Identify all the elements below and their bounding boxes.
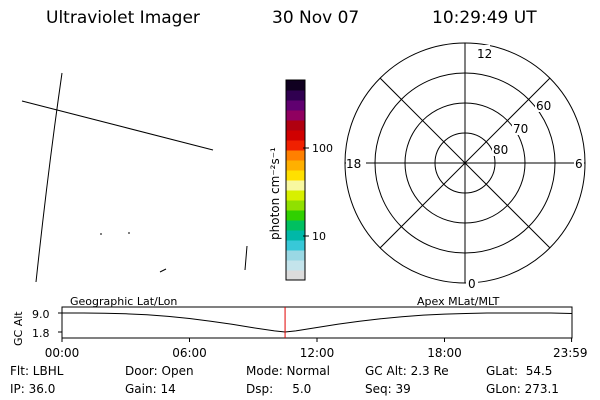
- timeline-frame: [61, 306, 573, 339]
- colorbar-segment: [286, 230, 305, 241]
- colorbar-segment: [286, 250, 305, 261]
- polar-diagonal-2: [379, 77, 551, 249]
- image-panel: [21, 72, 248, 283]
- status-door: Door: Open: [125, 364, 194, 378]
- colorbar-tick-label-10: 10: [312, 230, 326, 243]
- status-gc-alt: GC Alt: 2.3 Re: [365, 364, 449, 378]
- lat-label-80: 80: [493, 143, 508, 157]
- status-glon: GLon: 273.1: [486, 382, 559, 396]
- lat-label-70: 70: [513, 122, 528, 136]
- label-mask: [466, 276, 478, 290]
- mlt-label-6: 6: [575, 157, 583, 171]
- x-tick-label: 18:00: [427, 346, 462, 360]
- colorbar-segment: [286, 190, 305, 201]
- colorbar-segment: [286, 90, 305, 101]
- status-ip: IP: 36.0: [10, 382, 56, 396]
- colorbar-tick-label-100: 100: [312, 142, 333, 155]
- label-mask: [512, 121, 530, 135]
- colorbar-axis-label: photon cm⁻²s⁻¹: [268, 147, 282, 240]
- x-tick-label: 00:00: [45, 346, 80, 360]
- mlt-label-12: 12: [477, 47, 492, 61]
- colorbar-segment: [286, 200, 305, 211]
- time-label: 10:29:49 UT: [432, 8, 537, 28]
- colorbar-segment: [286, 270, 305, 281]
- altitude-series-line: [62, 312, 572, 333]
- timeline-axis-title: GC Alt: [12, 311, 25, 346]
- colorbar: [285, 79, 306, 281]
- label-mask: [535, 98, 553, 112]
- x-tick-label: 23:59: [553, 346, 588, 360]
- y-tick-label-bottom: 1.8: [32, 327, 50, 340]
- lat-label-60: 60: [536, 99, 551, 113]
- colorbar-segment: [286, 220, 305, 231]
- status-mode: Mode: Normal: [246, 364, 330, 378]
- colorbar-segment: [286, 140, 305, 151]
- grid-line-fragment: [244, 245, 248, 271]
- colorbar-segment: [286, 180, 305, 191]
- colorbar-frame: [285, 79, 306, 281]
- label-mask: [492, 142, 510, 156]
- colorbar-segment: [286, 110, 305, 121]
- colorbar-segment: [286, 130, 305, 141]
- colorbar-segment: [286, 170, 305, 181]
- x-tick-label: 12:00: [300, 346, 335, 360]
- status-seq: Seq: 39: [365, 382, 411, 396]
- status-glat: GLat: 54.5: [486, 364, 553, 378]
- grid-dot: [159, 268, 167, 273]
- status-gain: Gain: 14: [125, 382, 176, 396]
- date-label: 30 Nov 07: [272, 8, 360, 28]
- colorbar-segment: [286, 260, 305, 271]
- colorbar-segment: [286, 160, 305, 171]
- timeline-label-geographic: Geographic Lat/Lon: [70, 295, 177, 308]
- colorbar-segment: [286, 100, 305, 111]
- label-mask: [476, 45, 490, 60]
- status-flt: Flt: LBHL: [10, 364, 64, 378]
- colorbar-segment: [286, 210, 305, 221]
- status-dsp: Dsp: 5.0: [246, 382, 312, 396]
- mlt-label-18: 18: [346, 157, 361, 171]
- instrument-title: Ultraviolet Imager: [46, 8, 200, 28]
- timeline-content: [62, 307, 572, 338]
- mlt-label-0: 0: [468, 277, 476, 291]
- x-tick-label: 06:00: [172, 346, 207, 360]
- label-mask: [346, 155, 366, 170]
- x-ticks: 00:00 06:00 12:00 18:00 23:59: [45, 338, 588, 360]
- polar-plot: [344, 42, 586, 284]
- grid-line-vertical: [35, 72, 63, 283]
- y-tick-label-top: 9.0: [32, 308, 50, 321]
- grid-line-diagonal: [21, 100, 214, 151]
- colorbar-segment: [286, 120, 305, 131]
- timeline-label-apex: Apex MLat/MLT: [417, 295, 500, 308]
- colorbar-segment: [286, 240, 305, 251]
- label-mask: [574, 155, 584, 170]
- colorbar-segment: [286, 80, 305, 91]
- colorbar-segment: [286, 150, 305, 161]
